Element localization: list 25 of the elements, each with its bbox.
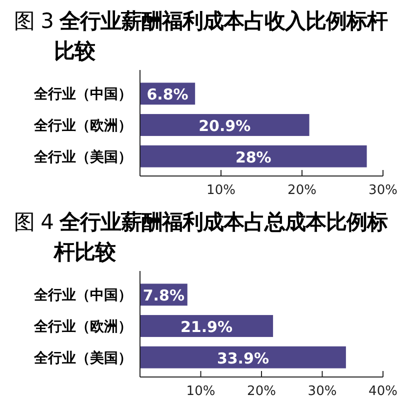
- data-label: 20.9%: [198, 117, 251, 135]
- x-tick-label: 20%: [247, 384, 276, 399]
- y-tick-label: 全行业（欧洲）: [33, 319, 132, 335]
- bar: [140, 114, 310, 136]
- x-tick-label: 30%: [308, 384, 337, 399]
- x-tick-label: 40%: [368, 384, 398, 399]
- data-label: 21.9%: [180, 318, 233, 336]
- bar: [140, 145, 367, 168]
- x-tick-label: 10%: [186, 384, 216, 399]
- data-label: 6.8%: [146, 86, 188, 104]
- chart-title: 图 3 全行业薪酬福利成本占收入比例标杆比较: [14, 8, 389, 65]
- y-tick-label: 全行业（欧洲）: [33, 118, 132, 134]
- data-label: 28%: [235, 148, 272, 166]
- bar: [140, 346, 346, 368]
- data-label: 7.8%: [142, 286, 184, 305]
- y-tick-label: 全行业（美国）: [33, 148, 132, 166]
- chart-title: 图 4 全行业薪酬福利成本占总成本比例标杆比较: [14, 209, 389, 266]
- y-tick-label: 全行业（中国）: [33, 288, 132, 304]
- x-tick-label: 10%: [206, 183, 236, 198]
- y-tick-label: 全行业（美国）: [33, 349, 132, 366]
- data-label: 33.9%: [216, 349, 269, 368]
- x-tick-label: 30%: [368, 183, 398, 198]
- x-tick-label: 20%: [288, 183, 316, 198]
- y-tick-label: 全行业（中国）: [33, 86, 132, 103]
- bar: [140, 315, 274, 337]
